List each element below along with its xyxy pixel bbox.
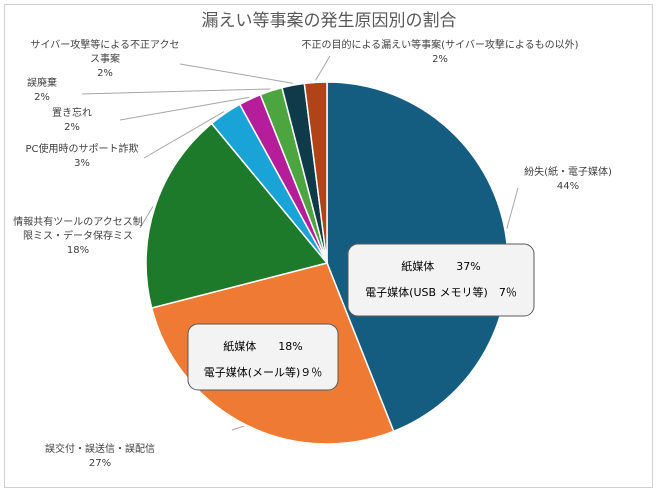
pie-slice-7 <box>303 81 328 264</box>
slice-label-6-line-0: サイバー攻撃等による不正アクセ <box>31 38 180 51</box>
callout-0-line-0: 紙媒体 37% <box>401 259 480 273</box>
slice-label-6-line-2: 2% <box>97 68 113 79</box>
callout-0-line-1: 電子媒体(USB メモリ等) 7％ <box>365 285 517 299</box>
slice-label-2-line-2: 18% <box>67 245 89 256</box>
slice-label-1: 誤交付・誤送信・誤配信 27% <box>45 442 155 469</box>
slice-label-2-line-0: 情報共有ツールのアクセス制 <box>13 215 143 228</box>
leader-line-6 <box>179 63 293 84</box>
leader-line-0 <box>506 187 519 229</box>
slice-label-0-line-0: 紛失(紙・電子媒体) <box>524 165 612 178</box>
slice-label-5-line-0: 誤廃棄 <box>27 76 57 89</box>
slice-label-5-line-1: 2% <box>34 92 50 103</box>
slice-label-3: PC使用時のサポート詐欺 3% <box>25 142 138 169</box>
pie-slice-2 <box>145 122 329 309</box>
leader-line-4 <box>119 96 250 121</box>
leader-line-7 <box>315 55 331 81</box>
slice-label-4: 置き忘れ 2% <box>52 106 92 133</box>
leader-line-3 <box>143 111 225 159</box>
slice-label-6-line-1: ス事案 <box>90 52 120 65</box>
callout-box-1 <box>187 323 339 391</box>
slice-label-0: 紛失(紙・電子媒体) 44% <box>524 165 612 192</box>
slice-label-7-line-0: 不正の目的による漏えい等事案(サイバー攻撃によるもの以外) <box>301 38 578 51</box>
slice-label-1-line-1: 27% <box>89 458 111 469</box>
leader-line-2 <box>139 206 154 229</box>
slice-label-3-line-1: 3% <box>74 158 90 169</box>
slice-label-1-line-0: 誤交付・誤送信・誤配信 <box>45 442 155 455</box>
slice-label-4-line-1: 2% <box>64 122 80 133</box>
slice-label-7-line-1: 2% <box>432 54 448 65</box>
slice-label-7: 不正の目的による漏えい等事案(サイバー攻撃によるもの以外) 2% <box>301 38 578 65</box>
callout-1-line-0: 紙媒体 18% <box>223 339 302 353</box>
slice-label-4-line-0: 置き忘れ <box>52 106 92 119</box>
slice-label-2-line-1: 限ミス・データ保存ミス <box>23 229 133 242</box>
slice-label-5: 誤廃棄 2% <box>27 76 57 103</box>
slice-label-2: 情報共有ツールのアクセス制限ミス・データ保存ミス 18% <box>13 215 143 256</box>
slice-label-3-line-0: PC使用時のサポート詐欺 <box>25 142 138 155</box>
chart-title: 漏えい等事案の発生原因別の割合 <box>202 11 457 31</box>
callout-box-0 <box>347 243 535 317</box>
callout-1-line-1: 電子媒体(メール等)９％ <box>204 365 323 379</box>
leader-line-5 <box>81 88 271 95</box>
leader-line-1 <box>231 425 245 431</box>
slice-label-6: サイバー攻撃等による不正アクセス事案 2% <box>31 38 180 79</box>
slice-label-0-line-1: 44% <box>557 181 579 192</box>
